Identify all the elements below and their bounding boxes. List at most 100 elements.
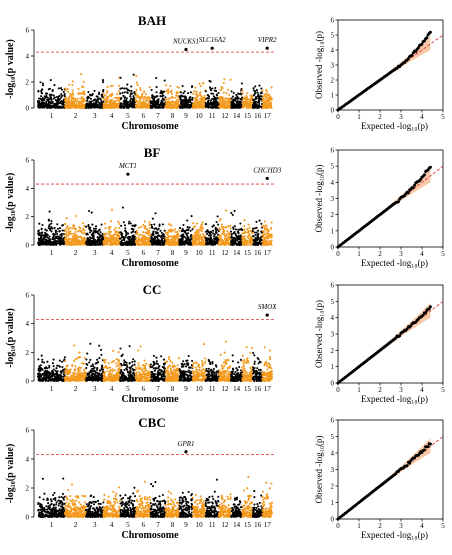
snp-point — [77, 98, 79, 100]
snp-point — [45, 377, 47, 379]
snp-point — [153, 100, 155, 102]
snp-point — [168, 229, 170, 231]
snp-point — [177, 239, 179, 241]
snp-point — [204, 95, 206, 97]
snp-point — [149, 97, 151, 99]
snp-point — [118, 227, 120, 229]
snp-point — [225, 210, 227, 212]
snp-point — [78, 102, 80, 104]
snp-point — [161, 100, 163, 102]
snp-point — [182, 228, 184, 230]
snp-point — [248, 103, 250, 105]
chromosome-label-1: 1 — [50, 385, 54, 393]
snp-point — [257, 233, 259, 235]
snp-point — [142, 231, 144, 233]
snp-point — [214, 87, 216, 89]
snp-point — [244, 219, 246, 221]
snp-point — [76, 100, 78, 102]
snp-point — [239, 106, 241, 108]
snp-point — [61, 100, 63, 102]
snp-point — [207, 231, 209, 233]
snp-point — [206, 241, 208, 243]
snp-point — [120, 97, 122, 99]
snp-point — [116, 97, 118, 99]
snp-point — [201, 106, 203, 108]
snp-point — [219, 219, 221, 221]
snp-point — [45, 92, 47, 94]
snp-point — [85, 358, 87, 360]
snp-point — [194, 90, 196, 92]
snp-point — [46, 99, 48, 101]
y-tick-label: 4 — [26, 320, 30, 328]
snp-point — [220, 106, 222, 108]
snp-point — [205, 223, 207, 225]
snp-point — [248, 224, 250, 226]
snp-point — [262, 225, 264, 227]
snp-point — [257, 230, 259, 232]
snp-point — [233, 237, 235, 239]
snp-point — [215, 227, 217, 229]
snp-point — [235, 94, 237, 96]
snp-point — [171, 96, 173, 98]
snp-point — [88, 210, 90, 212]
y-tick-label: 6 — [331, 147, 335, 155]
snp-point — [117, 221, 119, 223]
snp-point — [155, 243, 157, 245]
y-axis-label: -log₁₀(p value) — [5, 308, 16, 368]
snp-point — [86, 100, 88, 102]
chromosome-label-4: 4 — [110, 249, 114, 257]
snp-point — [38, 369, 40, 371]
snp-point — [81, 240, 83, 242]
snp-point — [177, 86, 179, 88]
x-tick-label: 3 — [399, 113, 403, 121]
snp-point — [59, 366, 61, 368]
snp-point — [66, 231, 68, 233]
snp-point — [250, 230, 252, 232]
snp-point — [223, 99, 225, 101]
snp-point — [92, 237, 94, 239]
y-tick-label: 0 — [331, 244, 335, 252]
snp-point — [235, 228, 237, 230]
snp-point — [224, 97, 226, 99]
snp-point — [43, 375, 45, 377]
snp-point — [126, 84, 128, 86]
snp-point — [155, 95, 157, 97]
snp-point — [75, 228, 77, 230]
snp-point — [98, 239, 100, 241]
snp-point — [189, 96, 191, 98]
snp-point — [258, 242, 260, 244]
snp-point — [203, 235, 205, 237]
snp-point — [185, 96, 187, 98]
snp-point — [255, 221, 257, 223]
snp-point — [220, 238, 222, 240]
snp-point — [258, 85, 260, 87]
snp-point — [37, 358, 39, 360]
snp-point — [96, 105, 98, 107]
chromosome-label-10: 10 — [196, 249, 204, 257]
snp-point — [101, 235, 103, 237]
snp-point — [87, 243, 89, 245]
snp-point — [150, 102, 152, 104]
snp-point — [155, 227, 157, 229]
snp-point — [67, 228, 69, 230]
chromosome-12-points — [218, 78, 232, 109]
snp-point — [184, 230, 186, 232]
snp-point — [227, 232, 229, 234]
snp-point — [40, 374, 42, 376]
snp-point — [167, 88, 169, 90]
snp-point — [109, 107, 111, 109]
snp-point — [181, 104, 183, 106]
snp-point — [191, 86, 193, 88]
snp-point — [110, 238, 112, 240]
gene-label: NUCKS1 — [172, 38, 199, 46]
snp-point — [228, 235, 230, 237]
snp-point — [113, 239, 115, 241]
snp-point — [49, 101, 51, 103]
snp-point — [232, 98, 234, 100]
snp-point — [254, 227, 256, 229]
snp-point — [42, 82, 44, 84]
snp-point — [74, 376, 76, 378]
chromosome-15-points — [241, 219, 253, 246]
snp-point — [60, 376, 62, 378]
